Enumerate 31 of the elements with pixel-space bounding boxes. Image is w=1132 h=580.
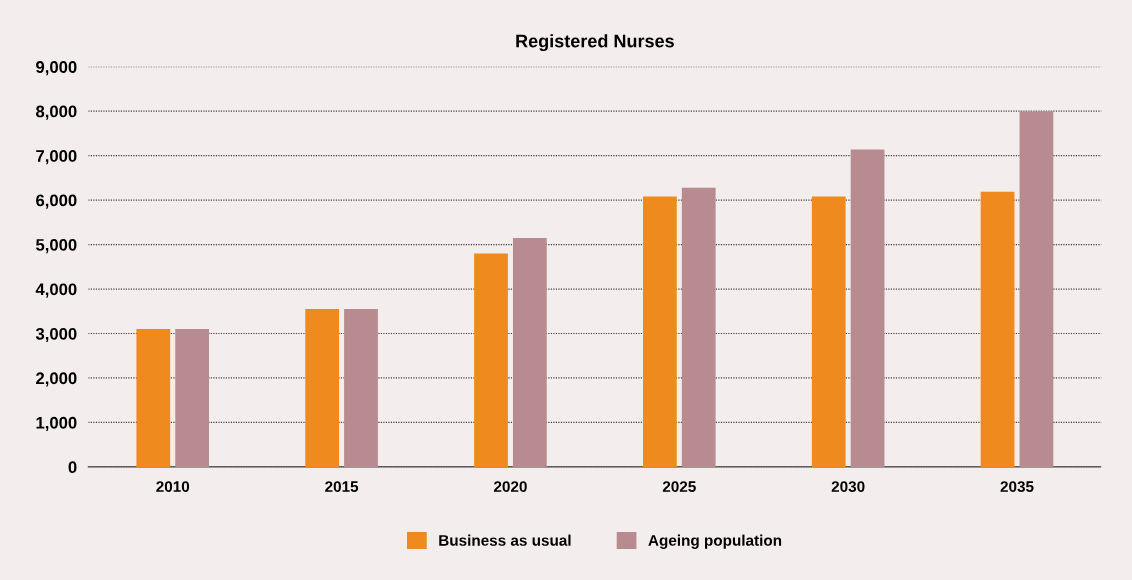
y-tick-label: 1,000 <box>36 416 77 432</box>
bar <box>474 253 508 467</box>
y-tick-label: 4,000 <box>35 283 77 298</box>
legend-label: Ageing population <box>648 534 782 549</box>
bar <box>980 191 1015 467</box>
y-tick-label: 2,000 <box>36 372 77 387</box>
bar <box>811 196 846 467</box>
x-tick-label: 2030 <box>831 481 865 493</box>
x-tick-label: 2010 <box>156 481 190 493</box>
bar <box>850 149 885 467</box>
legend-label: Business as usual <box>439 534 571 546</box>
x-tick-label: 2025 <box>662 481 696 493</box>
bar <box>512 237 547 467</box>
bar <box>681 187 716 467</box>
x-tick-label: 2015 <box>325 481 359 493</box>
y-tick-label: 9,000 <box>36 61 77 76</box>
y-tick-label: 7,000 <box>36 150 77 165</box>
y-tick-label: 6,000 <box>36 194 77 209</box>
chart-title: Registered Nurses <box>516 34 674 52</box>
bar <box>305 309 340 467</box>
y-tick-label: 5,000 <box>35 238 77 254</box>
x-tick-label: 2035 <box>1000 481 1034 493</box>
bar <box>136 329 171 467</box>
bar <box>344 309 378 467</box>
x-tick-label: 2020 <box>493 481 527 493</box>
bar <box>642 196 677 467</box>
bar <box>1019 111 1054 467</box>
y-tick-label: 8,000 <box>36 105 77 120</box>
y-tick-label: 3,000 <box>35 327 77 343</box>
bar <box>175 329 210 467</box>
y-tick-label: 0 <box>68 461 77 474</box>
